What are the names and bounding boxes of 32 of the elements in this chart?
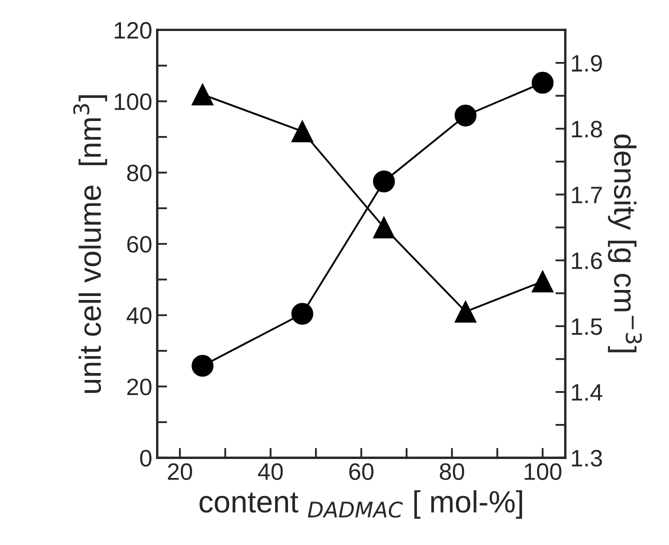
point (192, 354, 214, 377)
y2-tick-label: 1.3 (572, 450, 602, 467)
point (454, 104, 476, 126)
point (291, 120, 314, 142)
point (454, 300, 476, 323)
y2-tick-label: 1.9 (572, 54, 602, 72)
y-tick-label: 20 (127, 378, 152, 396)
point (372, 216, 395, 238)
x-tick-label: 100 (524, 463, 562, 480)
y2-tick-label: 1.5 (572, 318, 602, 335)
point (532, 270, 554, 292)
x-tick-label: 40 (258, 463, 283, 480)
y2-tick-label: 1.6 (572, 252, 602, 270)
y2-tick-label: 1.7 (572, 186, 602, 204)
point (532, 72, 554, 94)
y-tick-label: 40 (126, 307, 152, 324)
y-tick-label: 0 (140, 450, 152, 467)
y-tick-label: 100 (114, 93, 152, 110)
point (372, 170, 395, 192)
point (192, 84, 214, 106)
y-tick-label: 80 (127, 164, 152, 182)
y-axis-title: unit cell volume [nm$^{3}$] (73, 95, 108, 393)
x-tick-label: 20 (168, 463, 192, 480)
x-tick-label: 80 (440, 463, 464, 480)
x-tick-label: 60 (349, 463, 374, 480)
y2-axis-title: density [g cm$^{−3}$] (608, 134, 642, 352)
x-axis-title: content $_{DADMAC}$ [ mol-%] (200, 490, 522, 519)
point (291, 302, 314, 325)
y2-tick-label: 1.4 (572, 384, 602, 401)
y2-tick-label: 1.8 (572, 120, 602, 138)
y-tick-label: 60 (127, 236, 152, 253)
y-tick-label: 120 (114, 22, 152, 39)
